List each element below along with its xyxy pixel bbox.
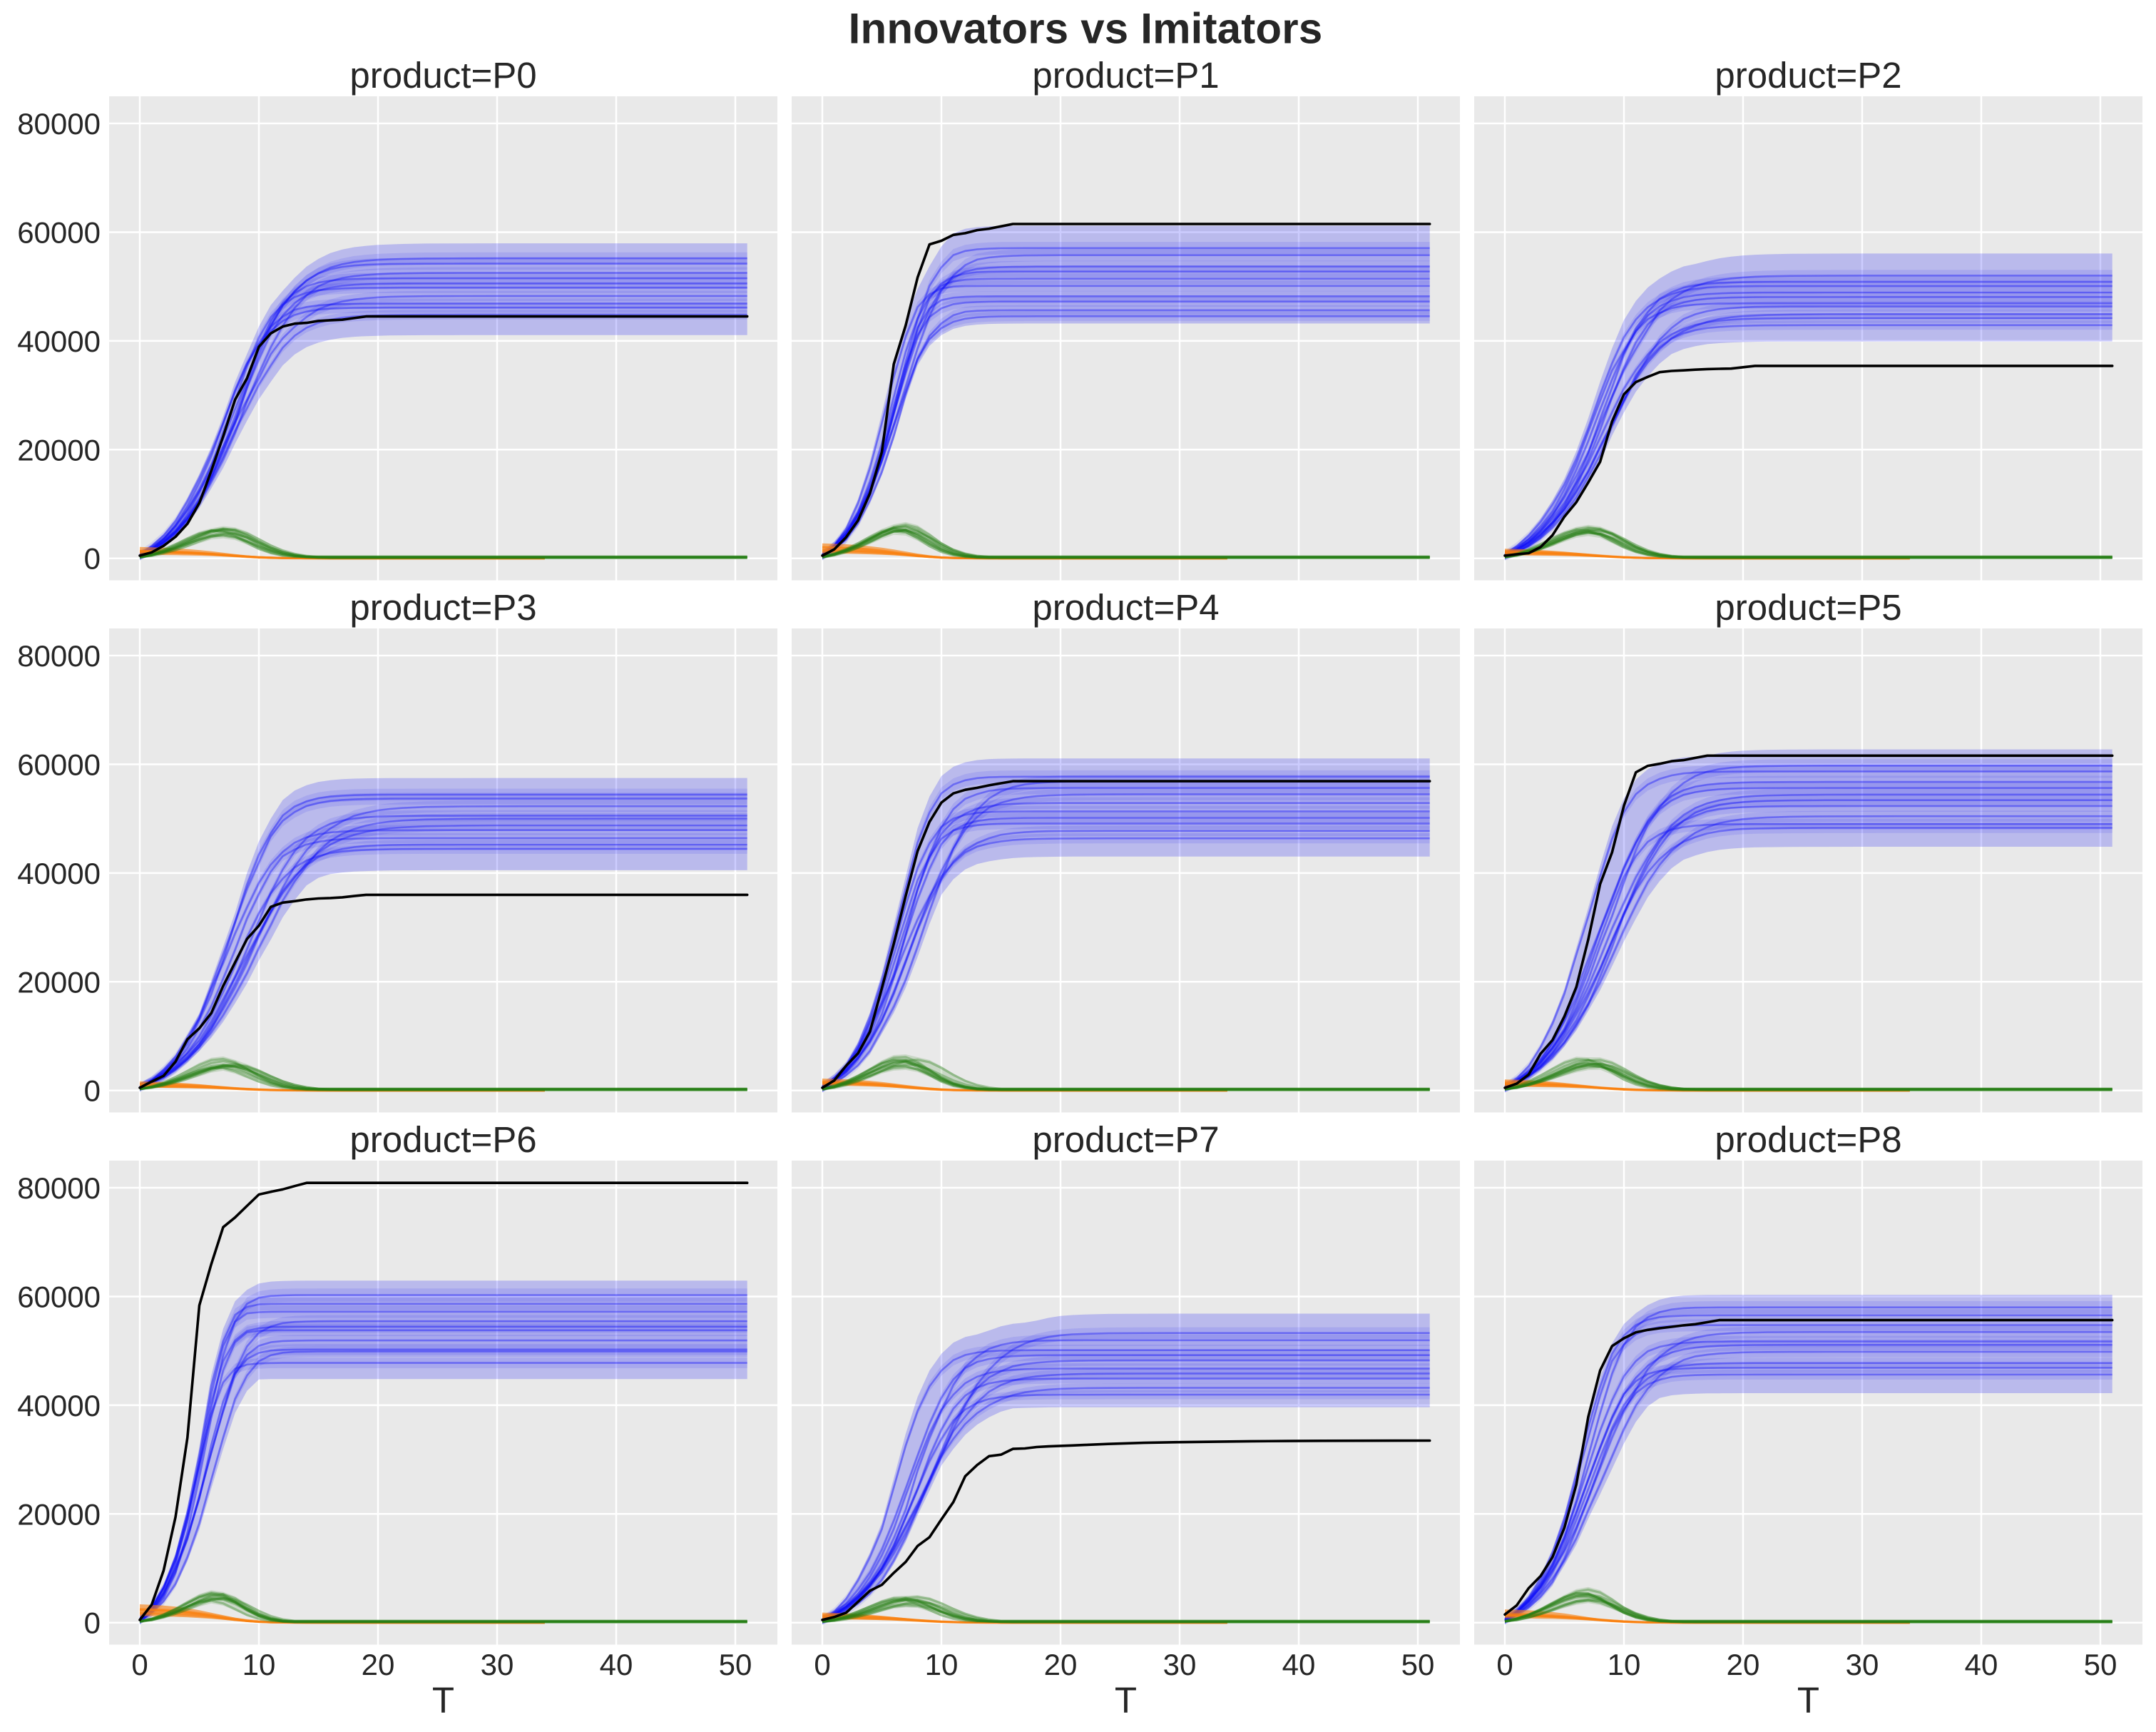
svg-text:20: 20 [1044,1648,1078,1681]
svg-text:40000: 40000 [17,325,101,358]
svg-text:20000: 20000 [17,433,101,467]
svg-text:20000: 20000 [17,965,101,999]
svg-text:60000: 60000 [17,748,101,782]
svg-text:40000: 40000 [17,1389,101,1422]
svg-text:0: 0 [84,1606,101,1640]
svg-text:20: 20 [1727,1648,1760,1681]
svg-text:T: T [1115,1680,1137,1721]
svg-text:30: 30 [481,1648,514,1681]
svg-text:20000: 20000 [17,1497,101,1531]
svg-text:60000: 60000 [17,216,101,250]
svg-text:30: 30 [1846,1648,1879,1681]
svg-text:80000: 80000 [17,107,101,141]
svg-text:product=P4: product=P4 [1032,587,1219,628]
svg-text:product=P1: product=P1 [1032,55,1219,96]
svg-text:50: 50 [2084,1648,2117,1681]
svg-text:40: 40 [600,1648,633,1681]
svg-text:product=P7: product=P7 [1032,1119,1219,1160]
svg-text:T: T [432,1680,454,1721]
svg-text:product=P5: product=P5 [1715,587,1901,628]
svg-text:Innovators vs Imitators: Innovators vs Imitators [849,5,1323,53]
svg-text:40: 40 [1965,1648,1998,1681]
svg-text:60000: 60000 [17,1280,101,1314]
svg-text:T: T [1797,1680,1819,1721]
svg-text:80000: 80000 [17,1171,101,1205]
svg-text:10: 10 [925,1648,959,1681]
svg-text:0: 0 [814,1648,830,1681]
svg-text:product=P6: product=P6 [349,1119,536,1160]
svg-text:0: 0 [84,1074,101,1108]
svg-text:product=P2: product=P2 [1715,55,1901,96]
svg-text:product=P8: product=P8 [1715,1119,1901,1160]
svg-text:product=P0: product=P0 [349,55,536,96]
svg-text:30: 30 [1163,1648,1197,1681]
svg-text:20: 20 [362,1648,395,1681]
svg-text:40: 40 [1282,1648,1316,1681]
svg-text:10: 10 [1608,1648,1641,1681]
svg-text:0: 0 [84,542,101,576]
svg-text:40000: 40000 [17,857,101,890]
svg-text:0: 0 [131,1648,148,1681]
svg-text:50: 50 [719,1648,752,1681]
svg-text:50: 50 [1401,1648,1435,1681]
svg-text:10: 10 [242,1648,276,1681]
svg-text:80000: 80000 [17,639,101,673]
svg-text:product=P3: product=P3 [349,587,536,628]
svg-text:0: 0 [1496,1648,1513,1681]
